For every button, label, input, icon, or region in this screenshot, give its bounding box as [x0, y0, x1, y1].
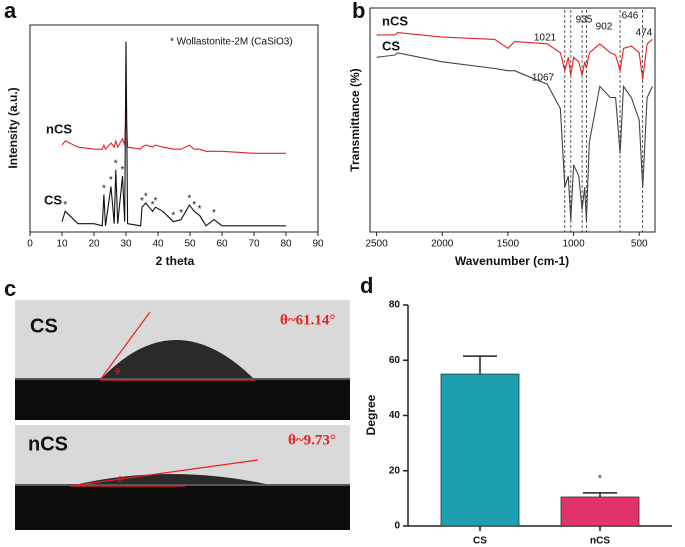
- x-axis-label: 2 theta: [156, 254, 195, 268]
- x-tick-label: CS: [473, 536, 487, 547]
- photo-stage: [15, 486, 350, 530]
- panel-label: b: [352, 0, 365, 23]
- x-tick-label: 30: [120, 239, 132, 250]
- peak-label: 902: [596, 22, 613, 33]
- x-tick-label: 1500: [497, 239, 520, 250]
- sample-label: CS: [30, 315, 58, 337]
- y-axis-label: Intensity (a.u.): [6, 87, 20, 168]
- contact-angle: θ~61.14°: [280, 312, 335, 328]
- x-tick-label: 50: [184, 239, 196, 250]
- series-line: [376, 52, 653, 221]
- bar: [440, 373, 520, 527]
- x-tick-label: 90: [312, 239, 324, 250]
- sample-label: nCS: [28, 433, 68, 455]
- peak-marker: *: [102, 183, 106, 194]
- panel-label: a: [4, 0, 17, 23]
- x-tick-label: nCS: [590, 536, 610, 547]
- contact-angle: θ~9.73°: [288, 432, 336, 448]
- peak-marker: *: [140, 196, 144, 207]
- series-line: [61, 41, 286, 227]
- panel-label: d: [360, 273, 373, 298]
- series-line: [376, 32, 653, 80]
- y-tick-label: 0: [394, 521, 400, 532]
- theta-symbol: θ: [118, 474, 123, 484]
- x-tick-label: 2500: [365, 239, 388, 250]
- series-label: CS: [44, 192, 62, 207]
- y-tick-label: 60: [389, 355, 401, 366]
- panel-label: c: [4, 276, 16, 301]
- peak-marker: *: [114, 159, 118, 170]
- peak-label: 474: [636, 28, 653, 39]
- peak-label: 935: [576, 15, 593, 26]
- x-tick-label: 20: [88, 239, 100, 250]
- series-label: nCS: [46, 121, 72, 136]
- x-tick-label: 70: [248, 239, 260, 250]
- plot-frame: [369, 7, 656, 233]
- peak-marker: *: [192, 200, 196, 211]
- photo-stage: [15, 380, 350, 420]
- peak-label: 646: [622, 11, 639, 22]
- significance: *: [598, 473, 602, 484]
- series-label: nCS: [382, 13, 408, 28]
- plot-frame: [29, 24, 319, 233]
- peak-label: 1021: [534, 33, 557, 44]
- x-tick-label: 2000: [431, 239, 454, 250]
- x-axis-label: Wavenumber (cm-1): [455, 254, 569, 268]
- droplet: [70, 474, 275, 486]
- y-axis-label: Degree: [364, 394, 378, 435]
- peak-marker: *: [212, 208, 216, 219]
- x-tick-label: 0: [27, 239, 33, 250]
- peak-marker: *: [153, 196, 157, 207]
- peak-marker: *: [198, 204, 202, 215]
- peak-marker: *: [187, 194, 191, 205]
- peak-marker: *: [121, 165, 125, 176]
- bar: [560, 496, 640, 527]
- series-line: [61, 107, 286, 154]
- peak-label: 1067: [532, 73, 555, 84]
- tangent-line: [69, 459, 259, 487]
- x-tick-label: 1000: [562, 239, 585, 250]
- droplet: [100, 340, 255, 380]
- peak-marker: *: [63, 200, 67, 211]
- peak-marker: *: [144, 192, 148, 203]
- series-label: CS: [382, 38, 400, 53]
- x-tick-label: 80: [280, 239, 292, 250]
- x-tick-label: 500: [631, 239, 648, 250]
- peak-marker: *: [179, 208, 183, 219]
- peak-marker: *: [171, 210, 175, 221]
- y-axis-label: Transmittance (%): [348, 68, 362, 171]
- annotation: * Wollastonite-2M (CaSiO3): [170, 37, 293, 48]
- y-tick-label: 80: [389, 300, 401, 311]
- tangent-line: [99, 311, 151, 381]
- x-tick-label: 40: [152, 239, 164, 250]
- x-tick-label: 60: [216, 239, 228, 250]
- photo-bottom: [15, 425, 350, 530]
- theta-symbol: θ: [115, 366, 120, 376]
- y-tick-label: 40: [389, 410, 401, 421]
- photo-top: [15, 300, 350, 420]
- peak-marker: *: [151, 200, 155, 211]
- peak-marker: *: [109, 175, 113, 186]
- y-tick-label: 20: [389, 465, 401, 476]
- x-tick-label: 10: [56, 239, 68, 250]
